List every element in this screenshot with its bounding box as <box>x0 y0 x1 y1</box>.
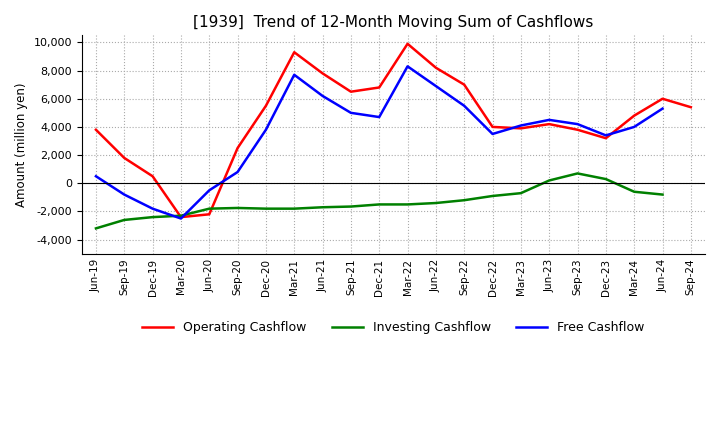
Operating Cashflow <box>91 127 100 132</box>
Operating Cashflow <box>573 127 582 132</box>
Investing Cashflow <box>261 206 270 211</box>
Operating Cashflow <box>261 103 270 108</box>
Line: Investing Cashflow: Investing Cashflow <box>96 173 662 228</box>
Operating Cashflow <box>545 121 554 127</box>
Operating Cashflow <box>233 146 242 151</box>
Y-axis label: Amount (million yen): Amount (million yen) <box>15 82 28 207</box>
Free Cashflow <box>375 114 384 120</box>
Legend: Operating Cashflow, Investing Cashflow, Free Cashflow: Operating Cashflow, Investing Cashflow, … <box>137 316 649 339</box>
Operating Cashflow <box>431 65 440 70</box>
Free Cashflow <box>460 103 469 108</box>
Free Cashflow <box>91 174 100 179</box>
Investing Cashflow <box>290 206 299 211</box>
Operating Cashflow <box>403 41 412 47</box>
Free Cashflow <box>658 106 667 111</box>
Free Cashflow <box>290 72 299 77</box>
Investing Cashflow <box>545 178 554 183</box>
Operating Cashflow <box>686 105 695 110</box>
Free Cashflow <box>318 93 327 99</box>
Investing Cashflow <box>431 200 440 205</box>
Operating Cashflow <box>375 85 384 90</box>
Investing Cashflow <box>91 226 100 231</box>
Free Cashflow <box>148 206 157 211</box>
Operating Cashflow <box>460 82 469 87</box>
Investing Cashflow <box>318 205 327 210</box>
Investing Cashflow <box>346 204 355 209</box>
Free Cashflow <box>233 169 242 175</box>
Free Cashflow <box>176 216 185 221</box>
Free Cashflow <box>346 110 355 115</box>
Investing Cashflow <box>233 205 242 211</box>
Operating Cashflow <box>658 96 667 101</box>
Free Cashflow <box>516 123 525 128</box>
Line: Free Cashflow: Free Cashflow <box>96 66 662 219</box>
Free Cashflow <box>431 84 440 89</box>
Investing Cashflow <box>148 214 157 220</box>
Investing Cashflow <box>205 206 214 211</box>
Investing Cashflow <box>601 176 610 182</box>
Operating Cashflow <box>290 50 299 55</box>
Free Cashflow <box>261 127 270 132</box>
Operating Cashflow <box>176 214 185 220</box>
Investing Cashflow <box>488 193 497 198</box>
Operating Cashflow <box>318 71 327 76</box>
Operating Cashflow <box>516 126 525 131</box>
Operating Cashflow <box>488 124 497 129</box>
Operating Cashflow <box>148 174 157 179</box>
Investing Cashflow <box>375 202 384 207</box>
Operating Cashflow <box>346 89 355 94</box>
Investing Cashflow <box>403 202 412 207</box>
Free Cashflow <box>601 133 610 138</box>
Investing Cashflow <box>573 171 582 176</box>
Investing Cashflow <box>176 213 185 218</box>
Operating Cashflow <box>205 212 214 217</box>
Operating Cashflow <box>601 136 610 141</box>
Operating Cashflow <box>120 155 129 161</box>
Line: Operating Cashflow: Operating Cashflow <box>96 44 690 217</box>
Investing Cashflow <box>516 191 525 196</box>
Free Cashflow <box>630 124 639 129</box>
Investing Cashflow <box>658 192 667 197</box>
Free Cashflow <box>545 117 554 122</box>
Free Cashflow <box>488 131 497 136</box>
Free Cashflow <box>573 121 582 127</box>
Free Cashflow <box>120 192 129 197</box>
Title: [1939]  Trend of 12-Month Moving Sum of Cashflows: [1939] Trend of 12-Month Moving Sum of C… <box>193 15 593 30</box>
Free Cashflow <box>403 64 412 69</box>
Operating Cashflow <box>630 113 639 118</box>
Free Cashflow <box>205 188 214 193</box>
Investing Cashflow <box>460 198 469 203</box>
Investing Cashflow <box>630 189 639 194</box>
Investing Cashflow <box>120 217 129 223</box>
